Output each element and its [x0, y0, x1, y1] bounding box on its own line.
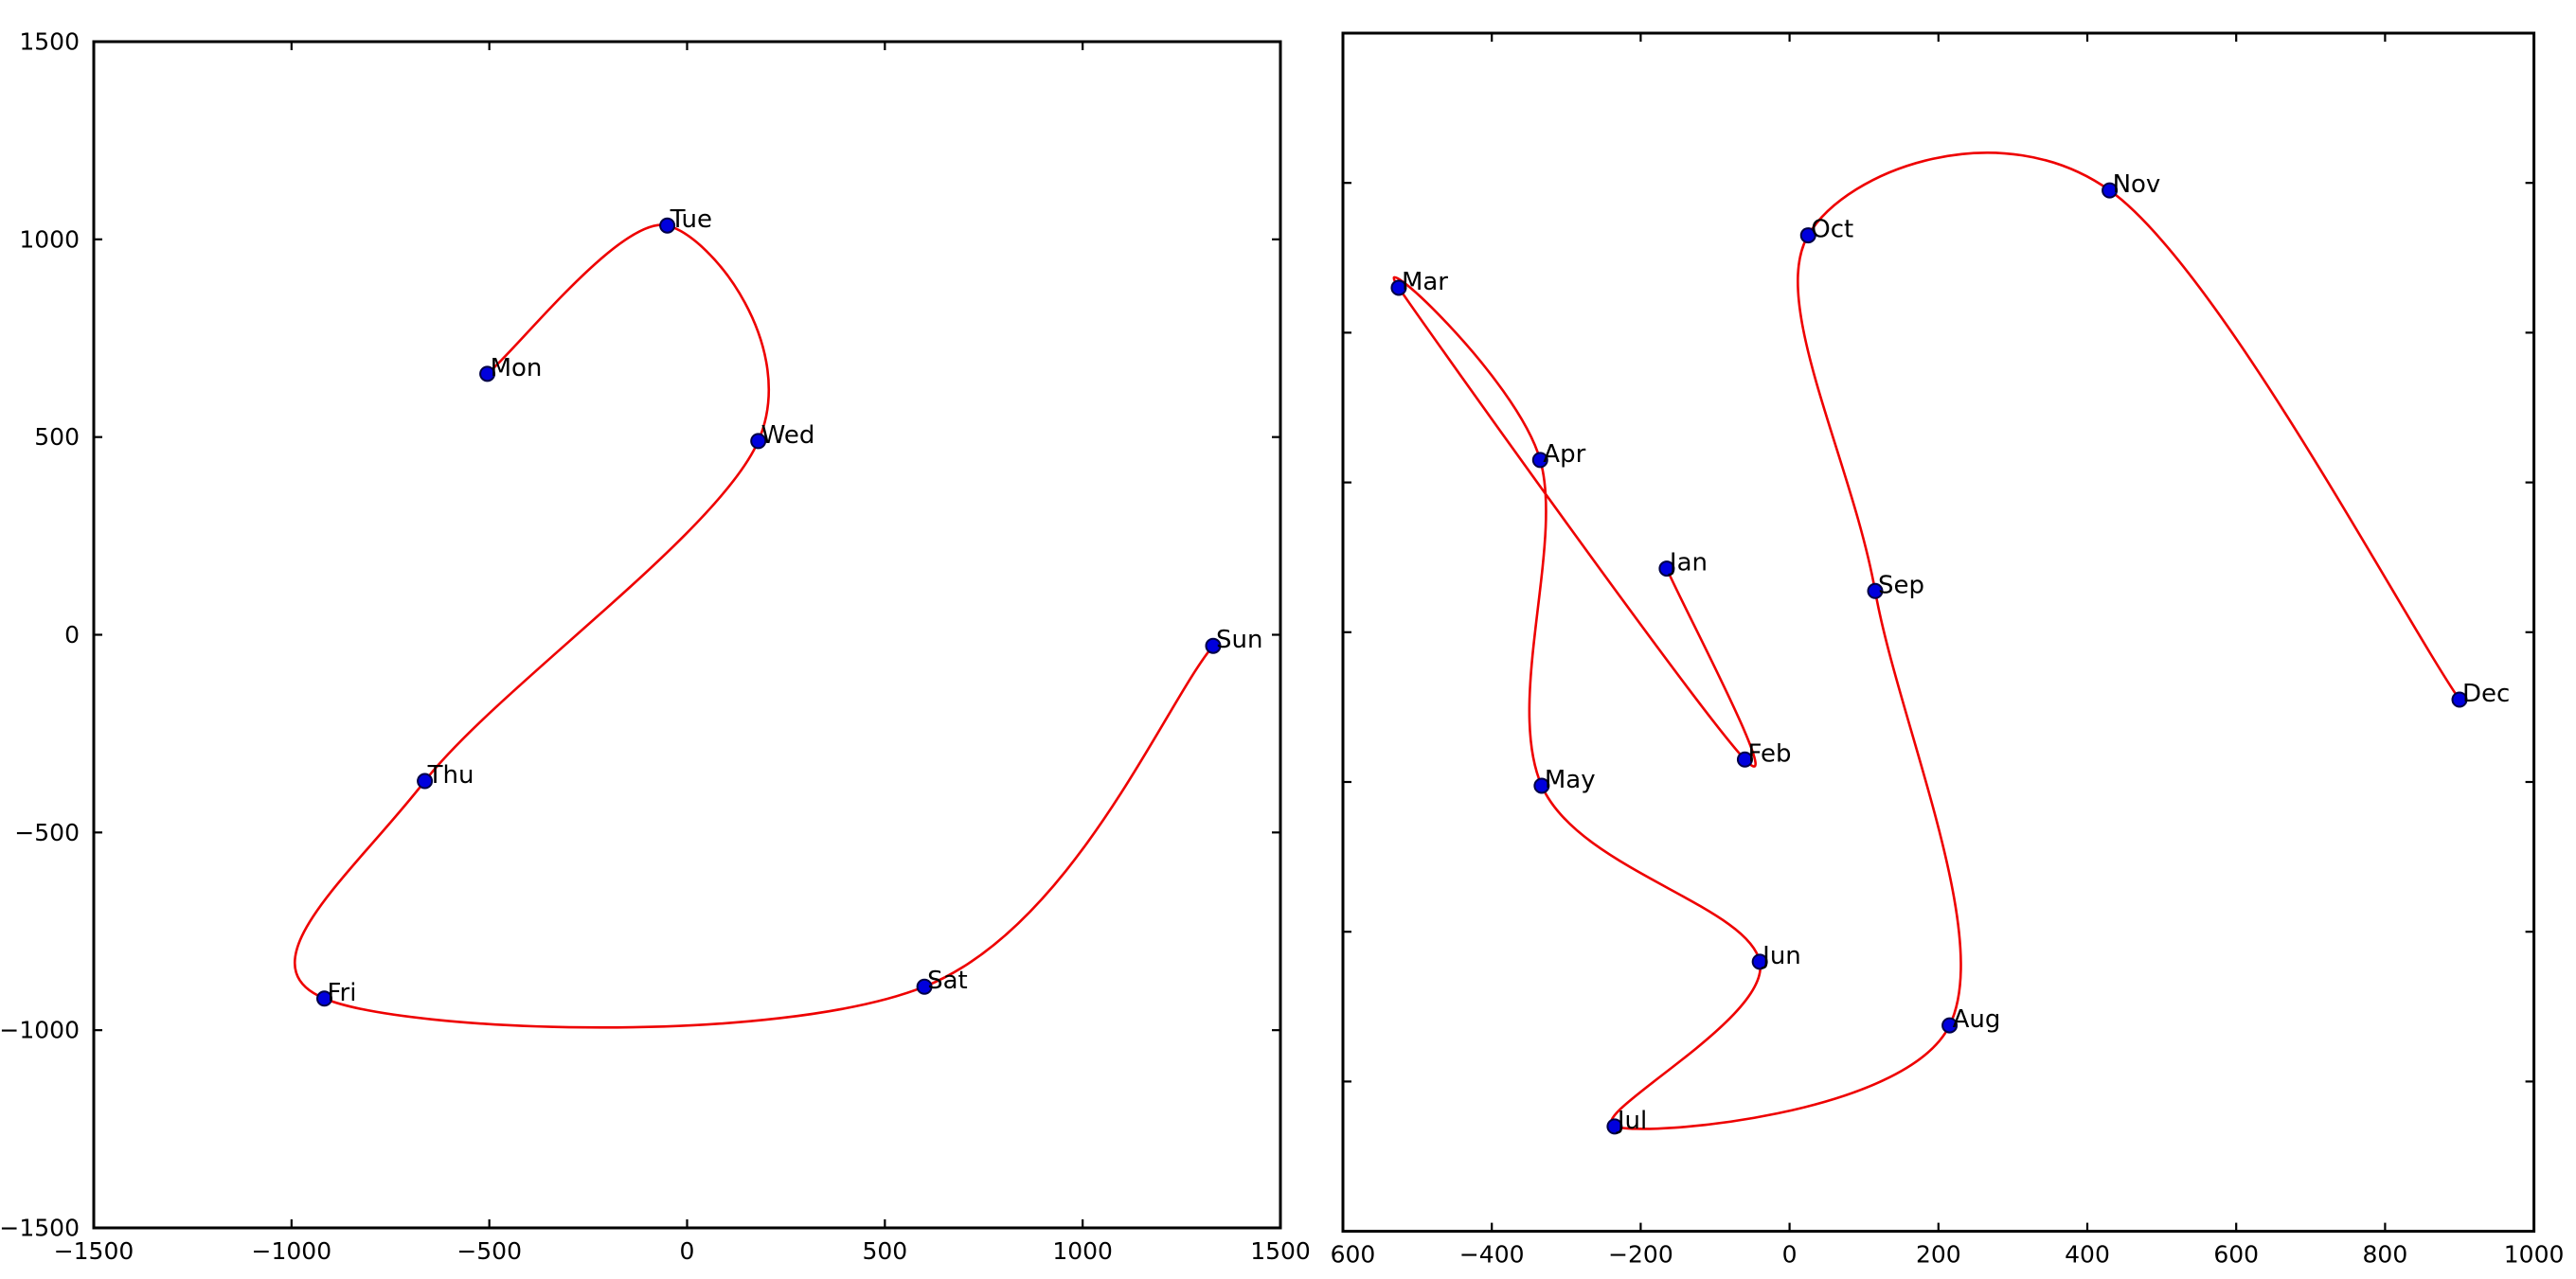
months-marker-Aug — [1941, 1017, 1959, 1034]
months-point-label-Oct: Oct — [1811, 216, 1853, 244]
months-point-label-Jul: Jul — [1616, 1107, 1647, 1135]
months-marker-Sep — [1867, 582, 1884, 599]
months-curve — [1392, 151, 2461, 1130]
months-xtick-label: −400 — [1459, 1241, 1525, 1269]
weekdays-ytick-label: 0 — [64, 621, 80, 648]
months-point-label-Mar: Mar — [1402, 268, 1448, 296]
months-xtick-label: 800 — [2363, 1241, 2408, 1269]
months-marker-Mar — [1390, 279, 1407, 296]
weekdays-marker-Mon — [479, 365, 496, 382]
weekdays-point-label-Thu: Thu — [427, 761, 474, 790]
weekdays-ytick-label: 1000 — [19, 225, 80, 253]
months-point-label-Sep: Sep — [1878, 571, 1924, 599]
weekdays-marker-Tue — [659, 217, 676, 234]
months-xtick-label: 0 — [1782, 1241, 1798, 1269]
months-xtick-label: 200 — [1916, 1241, 1961, 1269]
months-xtick-label: −200 — [1608, 1241, 1673, 1269]
months-marker-Feb — [1736, 751, 1753, 768]
weekdays-xtick-label: 500 — [862, 1237, 907, 1265]
months-point-label-May: May — [1545, 766, 1596, 794]
weekdays-marker-Thu — [417, 773, 434, 790]
weekdays-point-label-Sun: Sun — [1216, 626, 1262, 654]
months-marker-Nov — [2102, 182, 2119, 199]
weekdays-point-label-Mon: Mon — [491, 354, 543, 382]
weekdays-point-label-Tue: Tue — [670, 205, 712, 234]
weekdays-xtick-label: −1000 — [252, 1237, 332, 1265]
weekdays-xtick-label: −1500 — [54, 1237, 134, 1265]
months-marker-Dec — [2451, 691, 2468, 708]
months-marker-Jun — [1751, 953, 1768, 970]
months-point-label-Jun: Jun — [1761, 942, 1801, 970]
months-point-label-Dec: Dec — [2462, 680, 2510, 708]
weekdays-point-label-Sat: Sat — [927, 967, 968, 995]
months-xtick-label: 1000 — [2504, 1241, 2565, 1269]
weekdays-ytick-label: −500 — [14, 819, 80, 846]
months-marker-Jul — [1606, 1118, 1623, 1135]
weekdays-point-label-Wed: Wed — [761, 421, 815, 450]
months-marker-Jan — [1658, 560, 1675, 577]
months-xtick-label: 600 — [2213, 1241, 2259, 1269]
months-xtick-label: 400 — [2065, 1241, 2110, 1269]
weekdays-xtick-label: −500 — [456, 1237, 522, 1265]
weekdays-marker-Wed — [750, 433, 767, 450]
weekdays-plot: −1500 −1000 −500 0 500 1000 1500 −1500 −1000 −500… — [0, 28, 1311, 1266]
months-marker-Apr — [1531, 452, 1548, 469]
months-xtick-label: −600 — [1311, 1241, 1376, 1269]
weekdays-point-label-Fri: Fri — [327, 979, 356, 1007]
months-point-label-Jan: Jan — [1668, 549, 1708, 577]
months-plot: −600 −400 −200 0 200 400 600 800 1000 Jan Feb Mar Ap… — [1311, 31, 2565, 1269]
months-point-label-Feb: Feb — [1747, 739, 1791, 768]
months-marker-May — [1533, 777, 1550, 794]
weekdays-curve — [293, 223, 1215, 1029]
weekdays-ytick-label: 1500 — [19, 28, 80, 56]
weekdays-marker-Sat — [916, 978, 933, 995]
weekdays-xtick-label: 1500 — [1250, 1237, 1311, 1265]
weekdays-xtick-label: 0 — [680, 1237, 695, 1265]
weekdays-ytick-label: 500 — [34, 423, 80, 451]
weekdays-ytick-label: −1500 — [0, 1215, 80, 1242]
weekdays-marker-Sun — [1205, 637, 1222, 654]
weekdays-ytick-label: −1000 — [0, 1017, 80, 1044]
months-point-label-Aug: Aug — [1953, 1005, 2001, 1034]
months-marker-Oct — [1799, 227, 1816, 244]
months-axes-frame — [1341, 31, 2536, 1234]
weekdays-marker-Fri — [315, 990, 332, 1007]
months-point-label-Apr: Apr — [1543, 440, 1585, 469]
months-point-label-Nov: Nov — [2113, 170, 2161, 199]
weekdays-xtick-label: 1000 — [1052, 1237, 1113, 1265]
